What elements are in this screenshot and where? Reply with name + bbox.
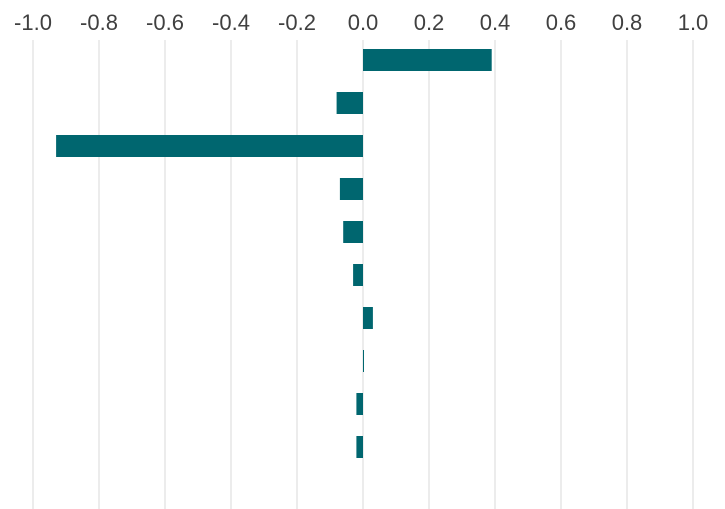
bar <box>363 49 492 71</box>
x-tick-label: 0.2 <box>414 10 445 35</box>
x-tick-label: -1.0 <box>14 10 52 35</box>
x-tick-label: 0.8 <box>612 10 643 35</box>
bar <box>336 92 363 114</box>
bar <box>353 264 363 286</box>
bar <box>363 307 373 329</box>
bar <box>363 350 364 372</box>
x-tick-label: -0.8 <box>80 10 118 35</box>
bar <box>356 436 363 458</box>
x-axis-ticks: -1.0 -0.8 -0.6 -0.4 -0.2 0.0 0.2 0.4 0.6 0.8 1.0 <box>14 10 708 35</box>
x-tick-label: -0.2 <box>278 10 316 35</box>
x-tick-label: -0.6 <box>146 10 184 35</box>
bar <box>356 393 363 415</box>
x-tick-label: 0.0 <box>348 10 379 35</box>
bars <box>56 49 492 458</box>
x-tick-label: 0.4 <box>480 10 511 35</box>
x-tick-label: -0.4 <box>212 10 250 35</box>
bar <box>56 135 363 157</box>
x-tick-label: 1.0 <box>678 10 709 35</box>
x-tick-label: 0.6 <box>546 10 577 35</box>
bar <box>343 221 363 243</box>
bar <box>339 178 363 200</box>
